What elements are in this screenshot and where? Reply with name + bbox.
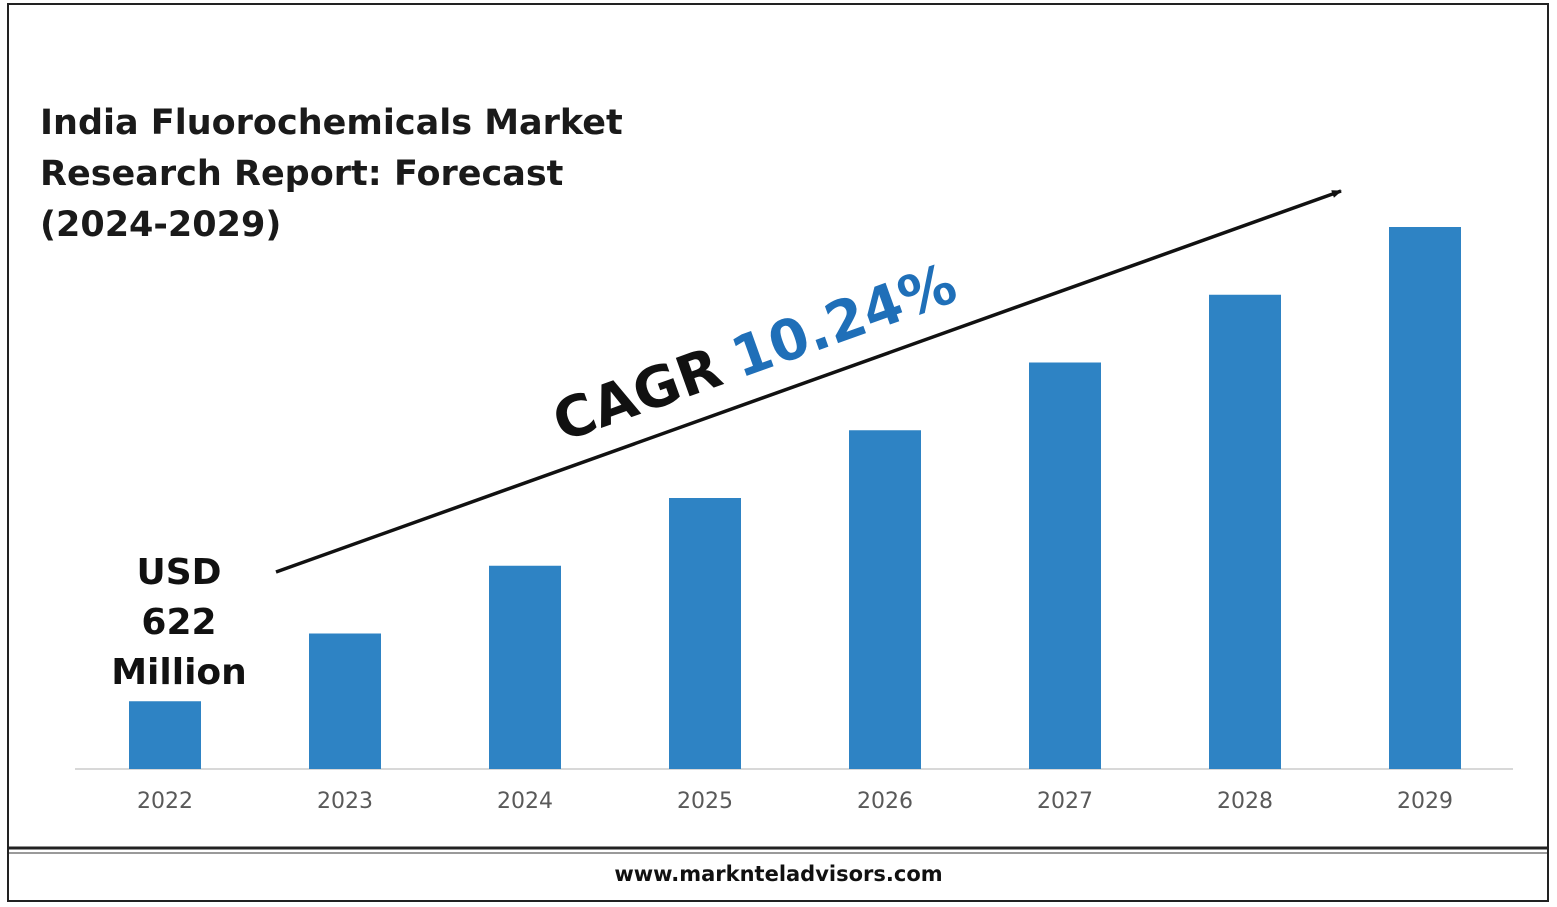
start-value-amount: 622 bbox=[141, 602, 217, 643]
x-tick-label-2026: 2026 bbox=[857, 789, 913, 814]
bar-2025 bbox=[669, 498, 741, 769]
x-tick-label-2028: 2028 bbox=[1217, 789, 1273, 814]
bar-2029 bbox=[1389, 227, 1461, 769]
bar-2028 bbox=[1209, 294, 1281, 769]
cagr-annotation: CAGR10.24% bbox=[545, 251, 965, 455]
x-tick-label-2024: 2024 bbox=[497, 789, 553, 814]
x-tick-label-2025: 2025 bbox=[677, 789, 733, 814]
x-tick-label-2027: 2027 bbox=[1037, 789, 1093, 814]
x-tick-label-2023: 2023 bbox=[317, 789, 373, 814]
bar-2023 bbox=[309, 633, 381, 769]
bar-2027 bbox=[1029, 362, 1101, 769]
footer-url[interactable]: www.marknteladvisors.com bbox=[614, 862, 943, 886]
x-tick-labels: 2022 2023 2024 2025 2026 2027 2028 2029 bbox=[137, 789, 1453, 814]
start-value-unit: Million bbox=[111, 652, 247, 693]
bar-2026 bbox=[849, 430, 921, 769]
trend-arrow bbox=[275, 189, 1342, 574]
bar-2024 bbox=[489, 565, 561, 769]
outer-border bbox=[7, 3, 1549, 902]
start-value-currency: USD bbox=[136, 552, 222, 593]
chart-title-line-3: (2024-2029) bbox=[40, 205, 282, 245]
bar-2022 bbox=[129, 701, 201, 769]
x-tick-label-2022: 2022 bbox=[137, 789, 193, 814]
chart-title-line-2: Research Report: Forecast bbox=[40, 154, 564, 194]
x-tick-label-2029: 2029 bbox=[1397, 789, 1453, 814]
chart-title: India Fluorochemicals Market Research Re… bbox=[40, 98, 680, 251]
bars-group bbox=[129, 227, 1461, 769]
start-value-annotation: USD 622 Million bbox=[100, 548, 258, 698]
cagr-prefix: CAGR bbox=[545, 335, 730, 455]
chart-title-line-1: India Fluorochemicals Market bbox=[40, 103, 623, 143]
